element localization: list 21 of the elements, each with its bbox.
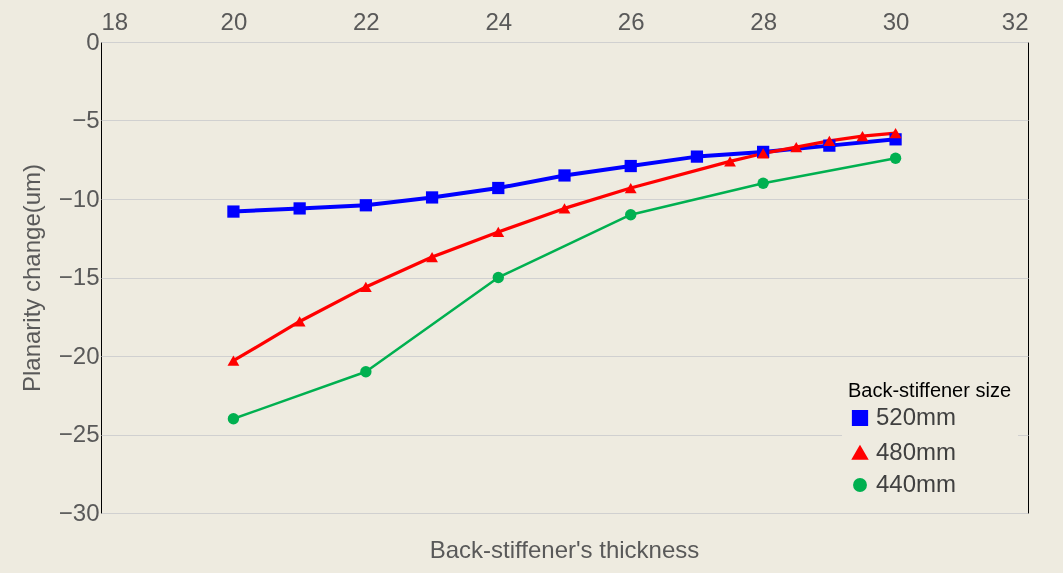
y-tick-label: −25 [58,420,100,447]
y-tick-label: −10 [58,184,100,212]
y-tick-label: −5 [72,106,100,133]
y-tick-label: −30 [58,498,100,526]
x-tick-label: 30 [882,7,910,35]
x-axis-title: Back-stiffener's thickness [429,536,700,563]
legend-label: 480mm [876,438,957,465]
legend-label: 440mm [876,470,957,497]
x-tick-label: 28 [750,7,777,35]
y-tick-label: 0 [86,27,100,55]
y-tick-label: −20 [58,341,100,369]
x-tick-label: 26 [617,7,645,35]
x-tick-label: 22 [353,7,380,35]
legend-label: 520mm [876,403,957,430]
x-tick-label: 32 [1001,7,1029,35]
x-tick-label: 24 [485,7,513,35]
legend-title: Back-stiffener size [848,379,1012,401]
y-tick-label: −15 [58,263,100,290]
x-tick-label: 18 [101,7,129,35]
y-axis-title: Planarity change(um) [17,163,45,393]
x-tick-label: 20 [220,7,248,35]
